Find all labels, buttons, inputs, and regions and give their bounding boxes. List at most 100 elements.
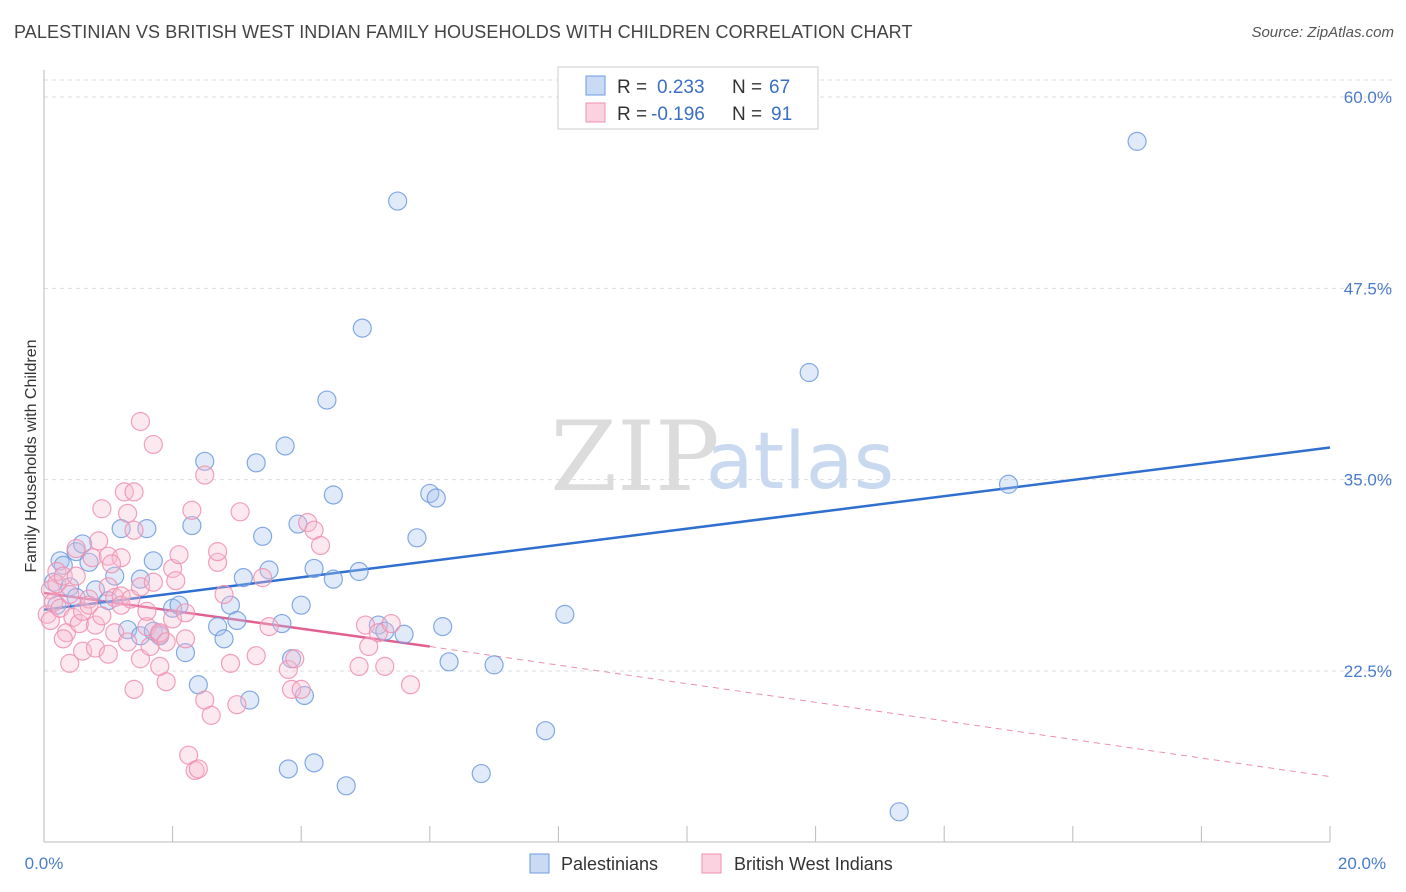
palestinian-point-61: [555, 604, 575, 624]
bwi-point-55: [166, 571, 186, 591]
palestinian-point-53: [407, 528, 427, 548]
palestinian-point-26: [214, 629, 234, 649]
palestinian-point-64: [998, 474, 1019, 494]
y-tick-labels: 60.0% 47.5% 35.0% 22.5%: [1344, 88, 1392, 681]
bwi-point-33: [114, 482, 134, 502]
y-tick-label-1: 47.5%: [1344, 279, 1392, 298]
british-west-indian-points: [37, 411, 421, 781]
series-swatch-pink: [701, 853, 722, 874]
palestinian-point-59: [484, 655, 504, 675]
bwi-point-57: [175, 603, 196, 623]
palestinian-point-30: [240, 690, 260, 710]
palestinian-point-58: [471, 763, 491, 784]
bwi-point-52: [156, 672, 176, 692]
bwi-point-27: [98, 644, 118, 664]
bwi-point-68: [214, 584, 234, 605]
bwi-point-32: [111, 595, 131, 615]
palestinian-point-35: [275, 436, 295, 456]
bwi-point-65: [201, 705, 221, 725]
bwi-point-81: [310, 535, 331, 556]
palestinian-point-39: [291, 595, 311, 615]
x-tick-marks: [172, 826, 1331, 842]
bwi-point-56: [169, 545, 189, 565]
bwi-point-78: [291, 679, 311, 699]
bwi-point-34: [117, 503, 138, 523]
palestinian-point-46: [336, 776, 356, 796]
palestinian-point-33: [259, 560, 279, 580]
palestinian-point-36: [278, 759, 298, 779]
bwi-point-23: [92, 606, 112, 626]
palestinian-point-24: [195, 451, 215, 471]
legend-n-value-blue: 67: [769, 77, 790, 98]
bwi-point-87: [375, 656, 395, 677]
bwi-point-89: [53, 629, 73, 649]
legend-n-label-blue: N =: [732, 77, 762, 98]
palestinian-point-60: [535, 721, 556, 741]
pink-trend-dashed: [429, 646, 1331, 778]
palestinian-point-29: [233, 568, 253, 588]
bwi-point-30: [111, 548, 131, 568]
palestinian-point-57: [439, 652, 459, 672]
bwi-point-77: [285, 649, 305, 669]
bwi-point-66: [208, 552, 228, 572]
palestinian-point-55: [426, 488, 446, 508]
palestinian-point-44: [323, 485, 343, 505]
bwi-point-60: [182, 500, 202, 520]
bwi-point-28: [105, 587, 125, 608]
watermark-zip: ZIP: [550, 401, 719, 513]
bwi-point-82: [349, 656, 369, 677]
x-tick-label-max: 20.0%: [1338, 854, 1386, 873]
y-tick-label-2: 35.0%: [1344, 471, 1392, 490]
palestinian-point-47: [349, 561, 369, 582]
legend-n-value-pink: 91: [771, 104, 792, 125]
bwi-point-9: [60, 584, 80, 605]
series-name-blue: Palestinians: [561, 854, 658, 874]
bwi-point-51: [156, 632, 176, 652]
palestinian-points: [44, 131, 1147, 822]
y-tick-label-0: 60.0%: [1344, 88, 1392, 107]
bwi-point-38: [124, 482, 144, 502]
bwi-point-90: [101, 554, 122, 574]
palestinian-point-21: [175, 643, 196, 663]
palestinian-point-42: [304, 558, 324, 579]
bwi-point-22: [89, 531, 109, 551]
bwi-point-72: [246, 646, 266, 666]
series-swatch-blue: [529, 853, 550, 874]
bwi-point-12: [66, 538, 86, 559]
bwi-point-14: [69, 613, 89, 634]
bwi-point-79: [298, 512, 318, 533]
bwi-point-76: [281, 679, 302, 699]
legend-r-value-pink: -0.196: [651, 104, 705, 125]
bwi-point-19: [82, 548, 102, 568]
palestinian-point-65: [1127, 131, 1147, 151]
y-axis-label: Family Households with Children: [23, 340, 40, 573]
palestinian-point-45: [323, 569, 343, 589]
bwi-point-13: [66, 566, 86, 586]
palestinian-point-22: [182, 515, 202, 536]
palestinian-point-62: [799, 362, 819, 383]
palestinian-point-43: [317, 390, 337, 410]
blue-trend: [43, 446, 1331, 612]
palestinian-point-56: [433, 617, 453, 637]
palestinian-point-63: [889, 802, 909, 822]
palestinian-point-51: [388, 191, 408, 211]
palestinian-point-48: [352, 318, 372, 338]
watermark-atlas: atlas: [706, 417, 895, 507]
y-tick-label-3: 22.5%: [1344, 662, 1392, 681]
bwi-point-86: [381, 613, 401, 634]
bwi-point-46: [143, 572, 163, 592]
bwi-point-73: [253, 568, 273, 588]
bwi-point-61: [185, 760, 205, 781]
bwi-point-24: [92, 499, 112, 519]
bwi-point-17: [79, 589, 99, 609]
palestinian-point-10: [105, 566, 125, 586]
bwi-point-40: [130, 411, 151, 432]
bwi-point-35: [117, 632, 138, 652]
x-tick-label-min: 0.0%: [25, 854, 64, 873]
palestinian-point-41: [304, 753, 324, 773]
palestinian-point-28: [227, 610, 247, 631]
palestinian-point-50: [375, 621, 395, 641]
bwi-point-84: [359, 636, 379, 657]
bwi-point-39: [124, 679, 144, 699]
